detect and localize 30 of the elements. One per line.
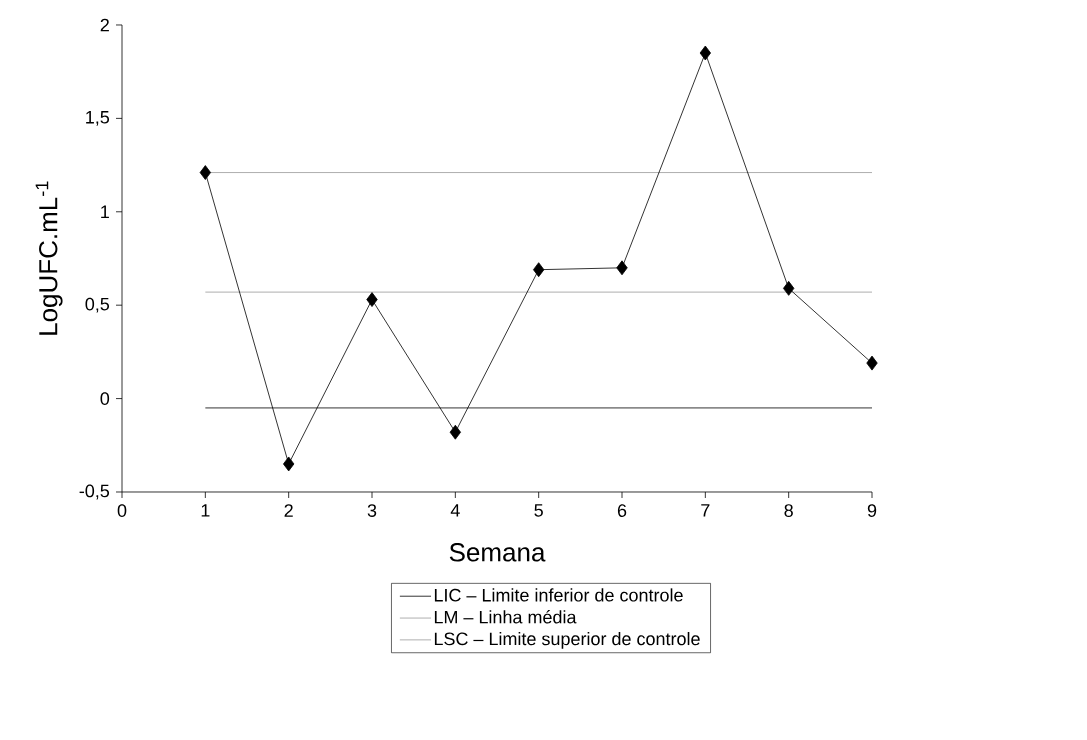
x-tick-label: 8: [784, 504, 793, 517]
y-axis-title: LogUFC.mL$^{-1}$: [35, 181, 63, 335]
x-tick-label: 7: [701, 504, 710, 517]
x-axis-title: Semana: [449, 543, 546, 562]
point: [866, 355, 878, 371]
legend-label: LM – Linha média: [434, 610, 577, 624]
x-tick-label: 4: [450, 504, 460, 517]
point: [699, 45, 711, 61]
point: [533, 262, 545, 278]
y-tick-label: 1: [101, 205, 109, 218]
y-tick-label: -0,5: [79, 484, 110, 500]
x-tick-label: 1: [201, 504, 210, 517]
legend-label: LSC – Limite superior de controle: [434, 632, 700, 649]
point: [199, 165, 211, 180]
x-tick-label: 6: [617, 504, 627, 517]
x-tick-label: 3: [367, 504, 377, 517]
point: [366, 292, 378, 307]
x-tick-label: 5: [534, 504, 543, 517]
y-tick-label: 2: [100, 18, 109, 32]
y-tick-label: 1,5: [86, 111, 110, 126]
x-tick-label: 0: [117, 504, 127, 517]
point: [449, 424, 461, 440]
y-tick-label: 0,5: [85, 297, 110, 313]
y-tick-label: 0: [100, 392, 110, 405]
x-tick-label: 9: [867, 504, 877, 517]
legend-label: LIC – Limite inferior de controle: [434, 588, 683, 602]
point: [283, 456, 295, 472]
x-tick-label: 2: [284, 504, 293, 517]
point: [783, 280, 795, 296]
point: [616, 260, 628, 276]
